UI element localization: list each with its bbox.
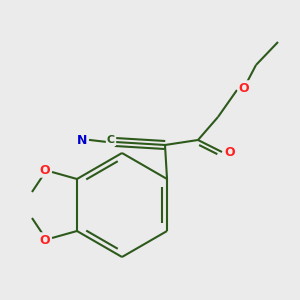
Text: O: O (239, 82, 249, 94)
Text: N: N (77, 134, 87, 146)
Text: O: O (40, 164, 50, 176)
Text: C: C (107, 135, 115, 145)
Text: O: O (225, 146, 235, 158)
Text: O: O (40, 233, 50, 247)
